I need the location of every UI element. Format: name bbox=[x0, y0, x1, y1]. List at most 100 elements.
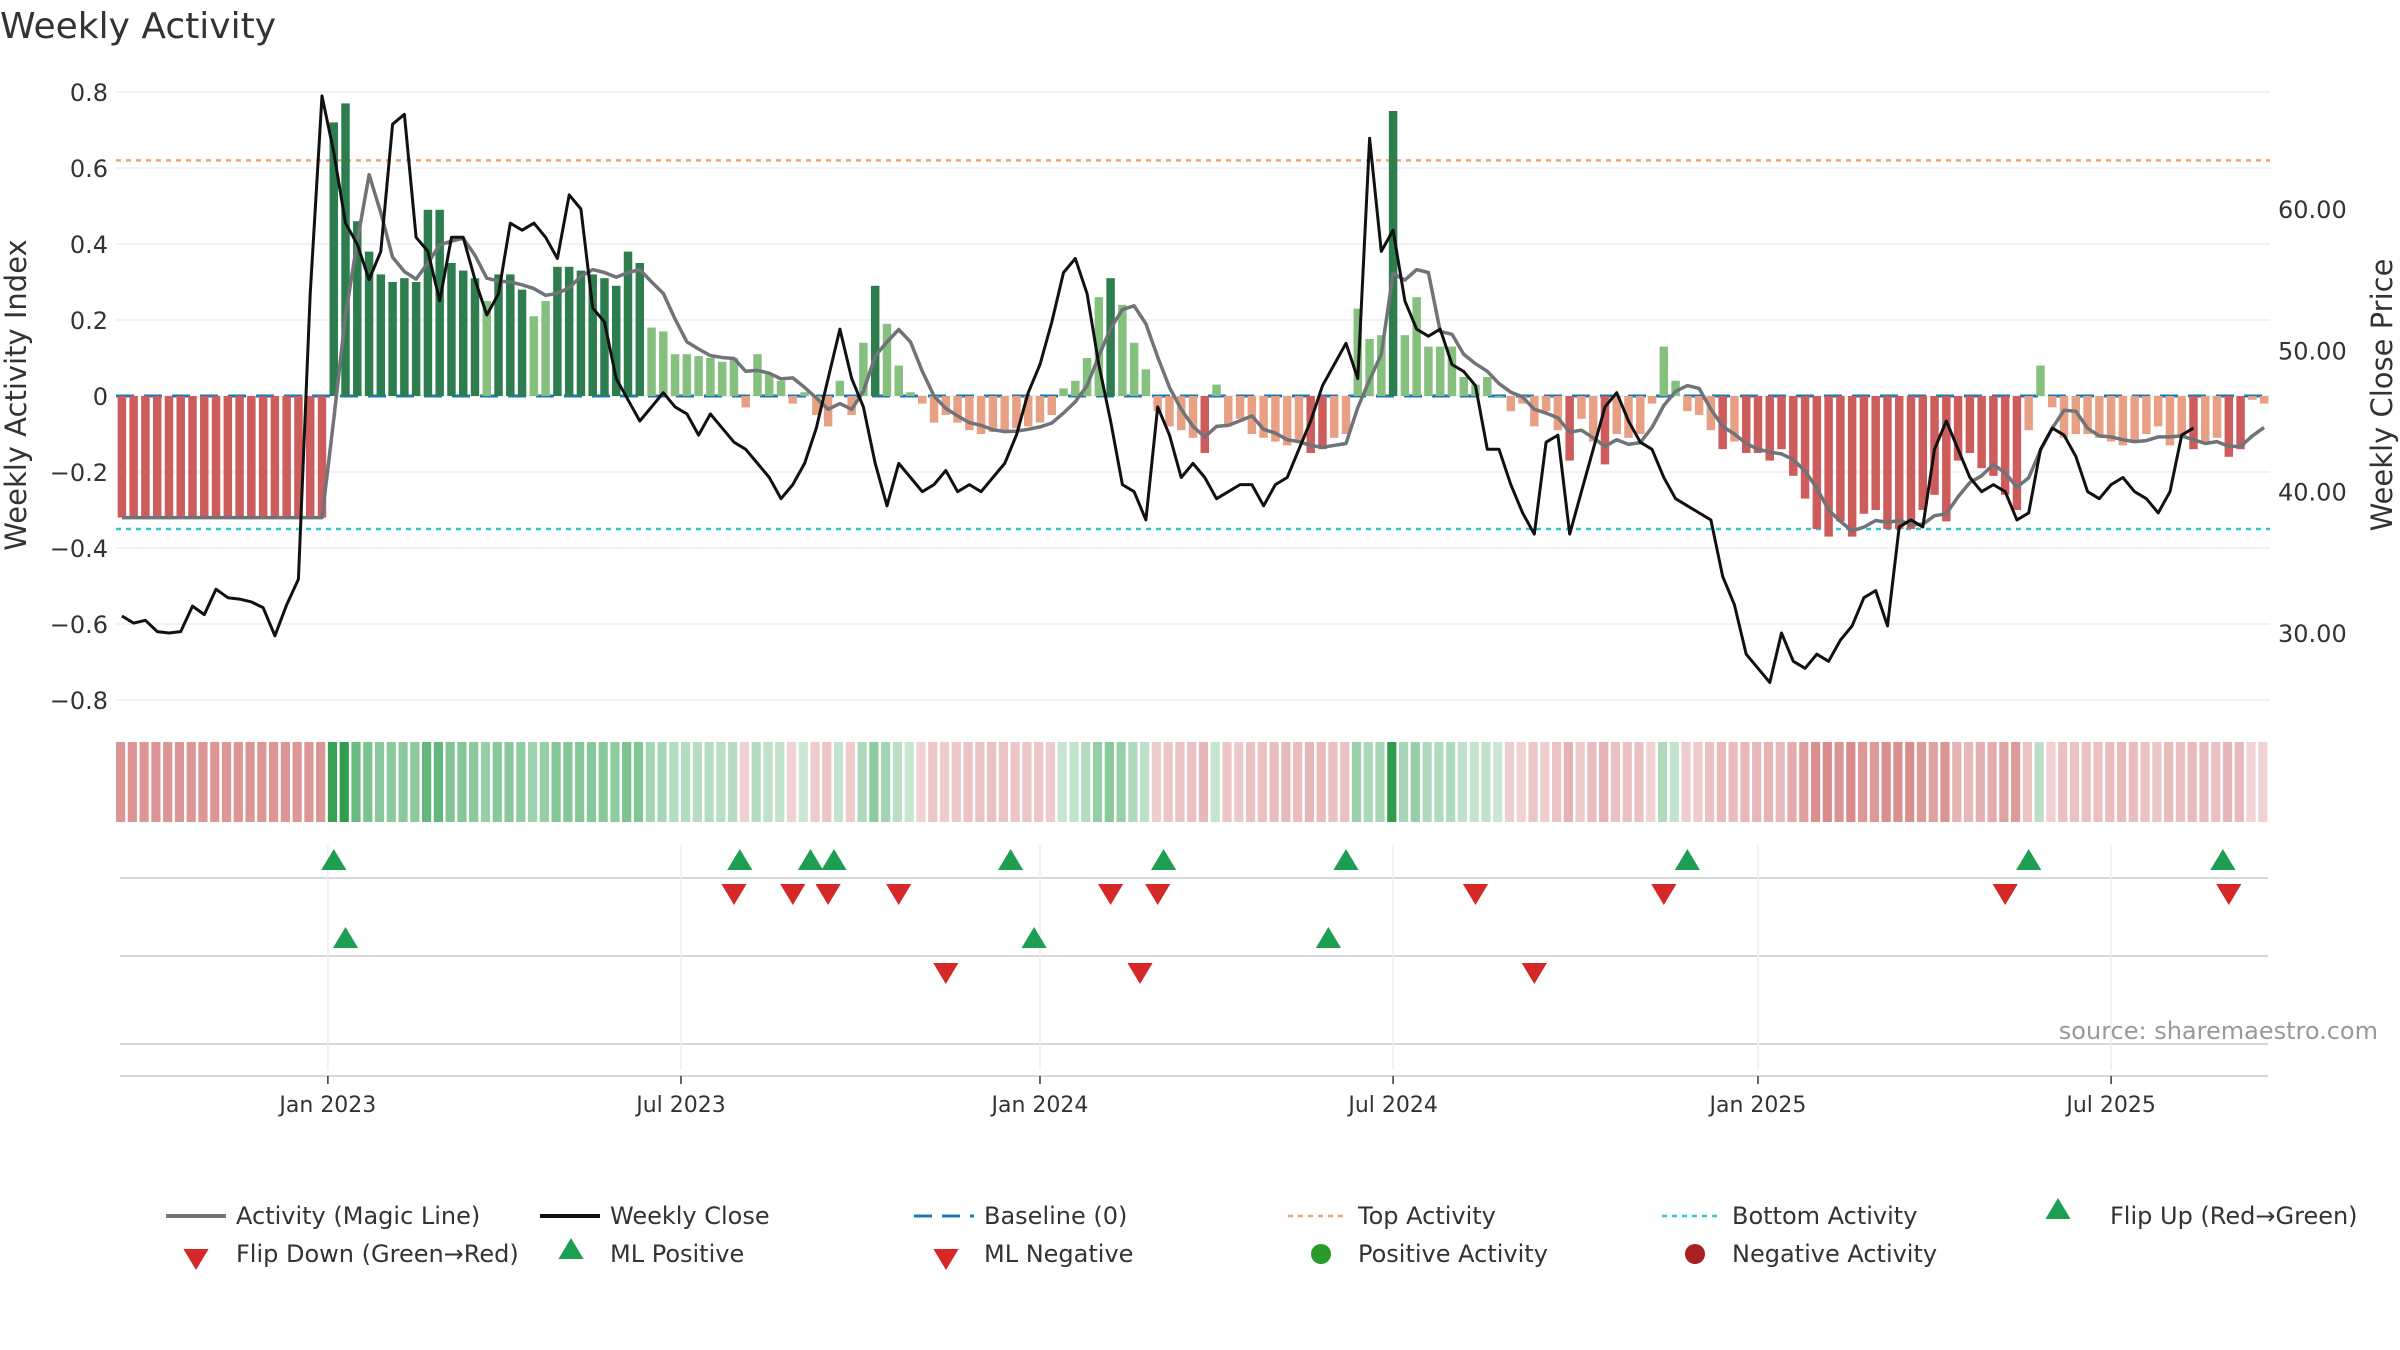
activity-bar bbox=[1035, 396, 1045, 423]
y-tick-label: 0.4 bbox=[70, 231, 108, 259]
strip-cell bbox=[1681, 742, 1691, 822]
strip-cell bbox=[1410, 742, 1420, 822]
activity-bar bbox=[894, 365, 903, 396]
strip-cell bbox=[1975, 742, 1985, 822]
strip-cell bbox=[2211, 742, 2221, 822]
strip-cell bbox=[1104, 742, 1114, 822]
strip-cell bbox=[575, 742, 585, 822]
flip-down-marker bbox=[1145, 884, 1171, 905]
activity-bar bbox=[2024, 396, 2033, 431]
activity-bar bbox=[2236, 396, 2245, 450]
activity-bar bbox=[317, 396, 327, 518]
strip-cell bbox=[363, 742, 373, 822]
flip-down-marker bbox=[886, 884, 912, 905]
activity-bar bbox=[2165, 396, 2175, 446]
y2-axis-label: Weekly Close Price bbox=[2365, 259, 2399, 532]
strip-cell bbox=[2199, 742, 2209, 822]
activity-bar bbox=[1918, 396, 1927, 510]
strip-cell bbox=[1375, 742, 1385, 822]
activity-bar bbox=[2106, 396, 2116, 442]
strip-cell bbox=[1163, 742, 1173, 822]
strip-cell bbox=[351, 742, 361, 822]
strip-cell bbox=[1481, 742, 1491, 822]
strip-cell bbox=[1599, 742, 1609, 822]
strip-cell bbox=[1858, 742, 1868, 822]
strip-cell bbox=[680, 742, 691, 822]
activity-bar bbox=[1412, 297, 1421, 396]
strip-cell bbox=[1787, 742, 1797, 822]
activity-bar bbox=[2248, 396, 2257, 400]
strip-cell bbox=[2140, 742, 2150, 822]
activity-bar bbox=[294, 396, 303, 518]
activity-bar bbox=[305, 396, 315, 518]
activity-bar bbox=[223, 396, 233, 518]
flip-up-marker bbox=[797, 849, 824, 870]
activity-bar bbox=[1153, 396, 1162, 412]
strip-cell bbox=[422, 742, 432, 822]
strip-cell bbox=[1398, 742, 1409, 822]
strip-cell bbox=[2234, 742, 2244, 822]
strip-cell bbox=[1763, 742, 1774, 822]
legend-swatch-flip-down bbox=[183, 1249, 209, 1270]
activity-bar bbox=[800, 392, 809, 396]
strip-cell bbox=[1045, 742, 1056, 822]
strip-cell bbox=[1222, 742, 1232, 822]
strip-cell bbox=[374, 742, 385, 822]
strip-cell bbox=[1010, 742, 1020, 822]
strip-cell bbox=[304, 742, 314, 822]
strip-cell bbox=[1516, 742, 1526, 822]
strip-cell bbox=[1705, 742, 1715, 822]
strip-cell bbox=[1846, 742, 1856, 822]
legend-label: Bottom Activity bbox=[1732, 1202, 1917, 1230]
y2-tick-label: 30.00 bbox=[2278, 620, 2347, 648]
activity-bar bbox=[870, 285, 880, 396]
activity-bar bbox=[1789, 396, 1798, 476]
x-tick-label: Jul 2024 bbox=[1346, 1093, 1438, 1118]
strip-cell bbox=[1775, 742, 1785, 822]
activity-bar bbox=[906, 392, 915, 396]
activity-bar bbox=[1330, 396, 1339, 438]
activity-bar bbox=[1082, 358, 1092, 396]
strip-cell bbox=[1387, 742, 1397, 822]
activity-bar bbox=[1859, 396, 1869, 514]
activity-bar bbox=[976, 396, 986, 434]
activity-bar bbox=[1883, 396, 1892, 529]
activity-bar bbox=[2153, 396, 2163, 427]
strip-cell bbox=[1834, 742, 1844, 822]
activity-bar bbox=[1671, 380, 1680, 396]
activity-bar bbox=[1235, 396, 1245, 419]
legend-label: ML Negative bbox=[984, 1240, 1133, 1268]
activity-bar bbox=[1506, 396, 1516, 412]
ml-positive-marker bbox=[1315, 927, 1341, 948]
flip-down-marker bbox=[1992, 884, 2018, 905]
strip-cell bbox=[1493, 742, 1503, 822]
activity-bar bbox=[1259, 396, 1268, 438]
activity-bar bbox=[1447, 346, 1457, 396]
strip-cell bbox=[316, 742, 326, 822]
activity-bar bbox=[329, 122, 338, 397]
activity-bar bbox=[1200, 396, 1209, 453]
strip-cell bbox=[739, 742, 750, 822]
activity-bar bbox=[2059, 396, 2069, 438]
legend-label: Baseline (0) bbox=[984, 1202, 1127, 1230]
y-tick-label: 0.6 bbox=[70, 155, 108, 183]
activity-bar bbox=[517, 289, 527, 396]
strip-cell bbox=[1622, 742, 1632, 822]
strip-cell bbox=[657, 742, 667, 822]
activity-bar bbox=[1365, 339, 1374, 396]
legend-label: Weekly Close bbox=[610, 1202, 770, 1230]
strip-cell bbox=[998, 742, 1008, 822]
strip-cell bbox=[1669, 742, 1679, 822]
activity-bar bbox=[2142, 396, 2151, 434]
activity-bar bbox=[1989, 396, 1998, 476]
activity-bar bbox=[258, 396, 268, 518]
strip-cell bbox=[1351, 742, 1362, 822]
strip-cell bbox=[2116, 742, 2127, 822]
activity-bar bbox=[494, 274, 503, 396]
strip-cell bbox=[751, 742, 761, 822]
strip-cell bbox=[2011, 742, 2021, 822]
activity-bar bbox=[729, 358, 739, 396]
strip-cell bbox=[1092, 742, 1103, 822]
activity-bar bbox=[447, 263, 456, 396]
